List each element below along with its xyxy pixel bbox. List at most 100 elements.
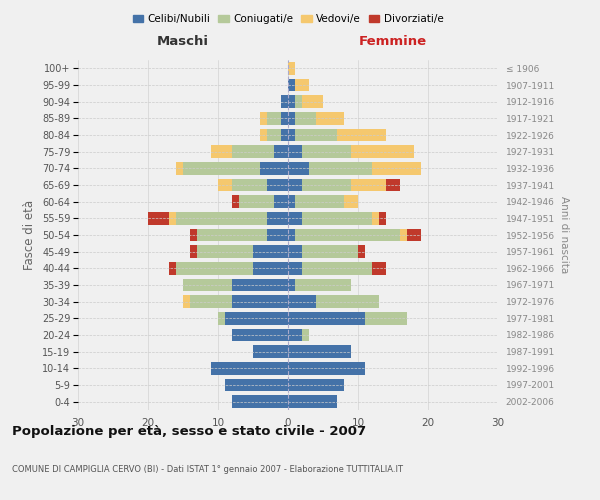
Bar <box>288 229 295 241</box>
Bar <box>253 346 288 358</box>
Bar <box>302 179 351 192</box>
Bar <box>351 179 386 192</box>
Bar <box>302 246 358 258</box>
Bar <box>337 129 386 141</box>
Bar <box>288 162 309 174</box>
Bar <box>288 79 295 92</box>
Bar <box>288 296 316 308</box>
Text: COMUNE DI CAMPIGLIA CERVO (BI) - Dati ISTAT 1° gennaio 2007 - Elaborazione TUTTI: COMUNE DI CAMPIGLIA CERVO (BI) - Dati IS… <box>12 465 403 474</box>
Bar <box>197 246 253 258</box>
Bar <box>197 229 267 241</box>
Bar <box>309 162 372 174</box>
Bar <box>239 196 274 208</box>
Bar <box>351 146 414 158</box>
Text: Popolazione per età, sesso e stato civile - 2007: Popolazione per età, sesso e stato civil… <box>12 425 366 438</box>
Bar <box>302 262 372 274</box>
Text: Maschi: Maschi <box>157 36 209 49</box>
Bar <box>176 162 183 174</box>
Bar <box>288 96 295 108</box>
Bar <box>386 179 400 192</box>
Bar <box>218 312 225 324</box>
Bar <box>281 129 288 141</box>
Bar <box>344 196 358 208</box>
Bar <box>183 296 190 308</box>
Bar <box>267 179 288 192</box>
Bar <box>169 262 176 274</box>
Bar <box>407 229 421 241</box>
Bar <box>232 279 288 291</box>
Bar <box>267 112 281 124</box>
Bar <box>260 112 267 124</box>
Bar <box>176 262 253 274</box>
Bar <box>232 196 239 208</box>
Bar <box>211 362 288 374</box>
Bar <box>176 212 267 224</box>
Bar <box>232 396 288 408</box>
Bar <box>232 179 267 192</box>
Bar <box>232 296 288 308</box>
Bar <box>274 146 288 158</box>
Bar <box>365 312 407 324</box>
Bar <box>288 262 302 274</box>
Bar <box>183 162 260 174</box>
Legend: Celibi/Nubili, Coniugati/e, Vedovi/e, Divorziati/e: Celibi/Nubili, Coniugati/e, Vedovi/e, Di… <box>128 10 448 29</box>
Bar <box>288 196 295 208</box>
Bar <box>288 379 344 391</box>
Bar <box>232 329 288 341</box>
Bar <box>288 246 302 258</box>
Bar <box>288 62 295 74</box>
Bar <box>379 212 386 224</box>
Bar <box>274 196 288 208</box>
Text: Femmine: Femmine <box>359 36 427 49</box>
Bar <box>148 212 169 224</box>
Bar <box>183 279 232 291</box>
Bar <box>190 296 232 308</box>
Bar <box>260 162 288 174</box>
Bar <box>225 312 288 324</box>
Bar <box>295 196 344 208</box>
Bar <box>400 229 407 241</box>
Y-axis label: Fasce di età: Fasce di età <box>23 200 37 270</box>
Bar <box>358 246 365 258</box>
Bar <box>190 246 197 258</box>
Bar <box>281 112 288 124</box>
Bar <box>372 262 386 274</box>
Bar <box>372 162 421 174</box>
Bar <box>218 179 232 192</box>
Bar <box>372 212 379 224</box>
Bar <box>288 146 302 158</box>
Bar <box>288 396 337 408</box>
Bar <box>295 129 337 141</box>
Bar <box>190 229 197 241</box>
Bar <box>316 296 379 308</box>
Bar <box>295 96 302 108</box>
Bar <box>267 129 281 141</box>
Bar <box>281 96 288 108</box>
Bar <box>288 362 365 374</box>
Bar <box>267 229 288 241</box>
Bar <box>260 129 267 141</box>
Bar <box>169 212 176 224</box>
Bar <box>288 312 365 324</box>
Bar <box>302 96 323 108</box>
Bar <box>232 146 274 158</box>
Bar <box>288 129 295 141</box>
Bar <box>295 79 309 92</box>
Bar <box>253 246 288 258</box>
Bar <box>302 146 351 158</box>
Bar <box>288 279 295 291</box>
Bar <box>288 346 351 358</box>
Bar <box>295 229 400 241</box>
Bar <box>225 379 288 391</box>
Bar <box>288 179 302 192</box>
Bar <box>253 262 288 274</box>
Bar <box>267 212 288 224</box>
Bar <box>211 146 232 158</box>
Bar <box>288 112 295 124</box>
Bar <box>295 279 351 291</box>
Y-axis label: Anni di nascita: Anni di nascita <box>559 196 569 274</box>
Bar <box>302 212 372 224</box>
Bar <box>316 112 344 124</box>
Bar <box>288 212 302 224</box>
Bar <box>295 112 316 124</box>
